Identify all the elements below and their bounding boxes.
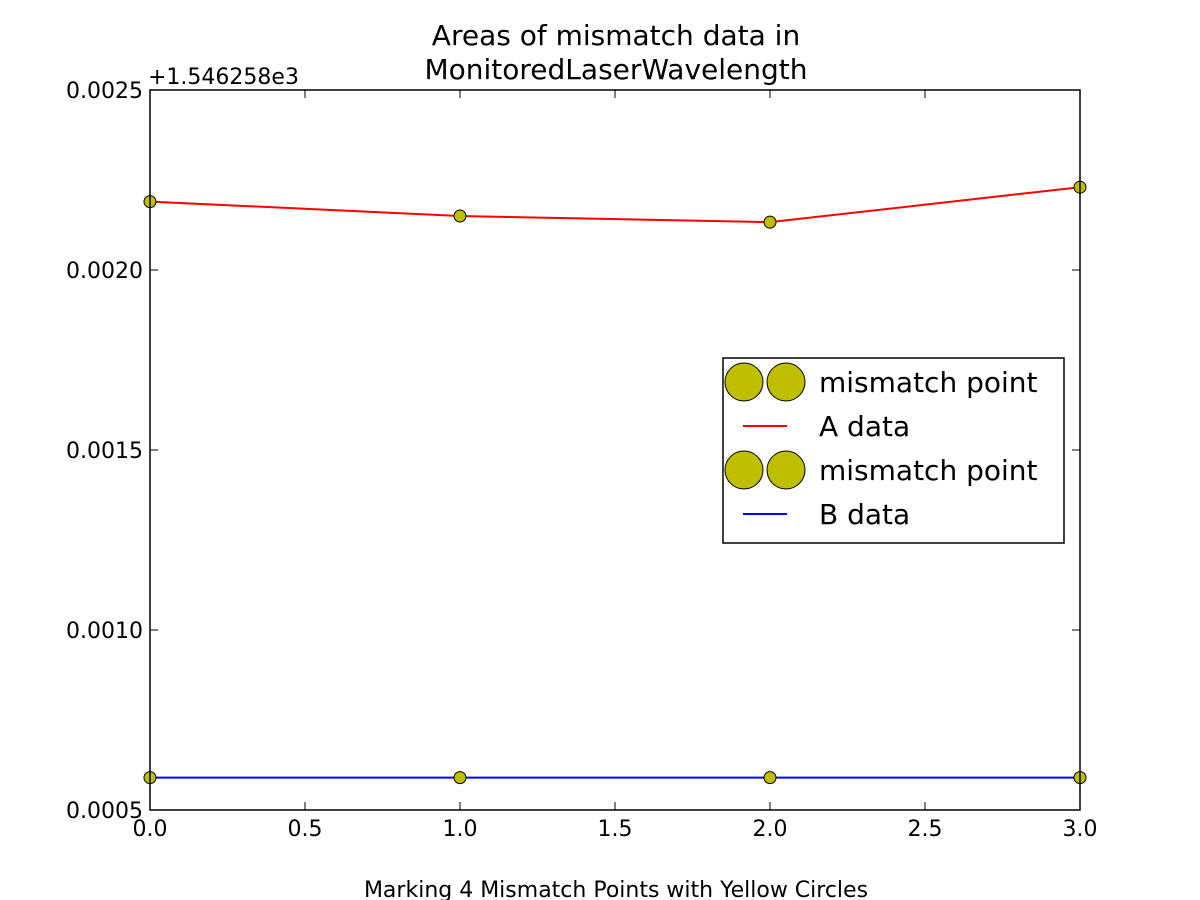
mismatch-point bbox=[763, 771, 777, 785]
legend-marker bbox=[724, 450, 764, 490]
legend-label: mismatch point bbox=[819, 454, 1038, 487]
plot-frame bbox=[149, 89, 1081, 811]
legend-marker bbox=[766, 450, 806, 490]
series-layer bbox=[149, 186, 1081, 779]
y-tick-label: 0.0015 bbox=[66, 439, 143, 464]
x-tick-label: 0.5 bbox=[288, 817, 323, 842]
x-axis-label: Marking 4 Mismatch Points with Yellow Ci… bbox=[364, 878, 868, 900]
x-tick-label: 1.0 bbox=[443, 817, 478, 842]
legend-marker bbox=[724, 362, 764, 402]
legend-label: mismatch point bbox=[819, 366, 1038, 399]
x-tick-label: 2.0 bbox=[753, 817, 788, 842]
legend-label: B data bbox=[819, 498, 910, 531]
legend: mismatch point A data mismatch point B data bbox=[722, 357, 1065, 544]
axis-ticks: 0.0 0.5 1.0 1.5 2.0 2.5 3.0 0.0005 0.0010 0.0015 0… bbox=[66, 79, 1097, 842]
mismatch-point bbox=[453, 209, 467, 223]
y-tick-label: 0.0025 bbox=[66, 79, 143, 104]
x-tick-label: 3.0 bbox=[1063, 817, 1098, 842]
x-tick-label: 1.5 bbox=[598, 817, 633, 842]
mismatch-point bbox=[453, 771, 467, 785]
legend-marker bbox=[766, 362, 806, 402]
y-tick-label: 0.0020 bbox=[66, 259, 143, 284]
mismatch-markers bbox=[143, 180, 1087, 785]
x-tick-label: 0.0 bbox=[133, 817, 168, 842]
chart-title-line-1: Areas of mismatch data in bbox=[432, 19, 800, 52]
series-line-a bbox=[149, 186, 1081, 224]
x-tick-label: 2.5 bbox=[908, 817, 943, 842]
mismatch-point bbox=[763, 215, 777, 229]
y-tick-label: 0.0010 bbox=[66, 619, 143, 644]
y-offset-label: +1.546258e3 bbox=[148, 65, 299, 90]
legend-label: A data bbox=[819, 410, 910, 443]
chart-title-line-2: MonitoredLaserWavelength bbox=[424, 53, 807, 86]
y-tick-label: 0.0005 bbox=[66, 799, 143, 824]
